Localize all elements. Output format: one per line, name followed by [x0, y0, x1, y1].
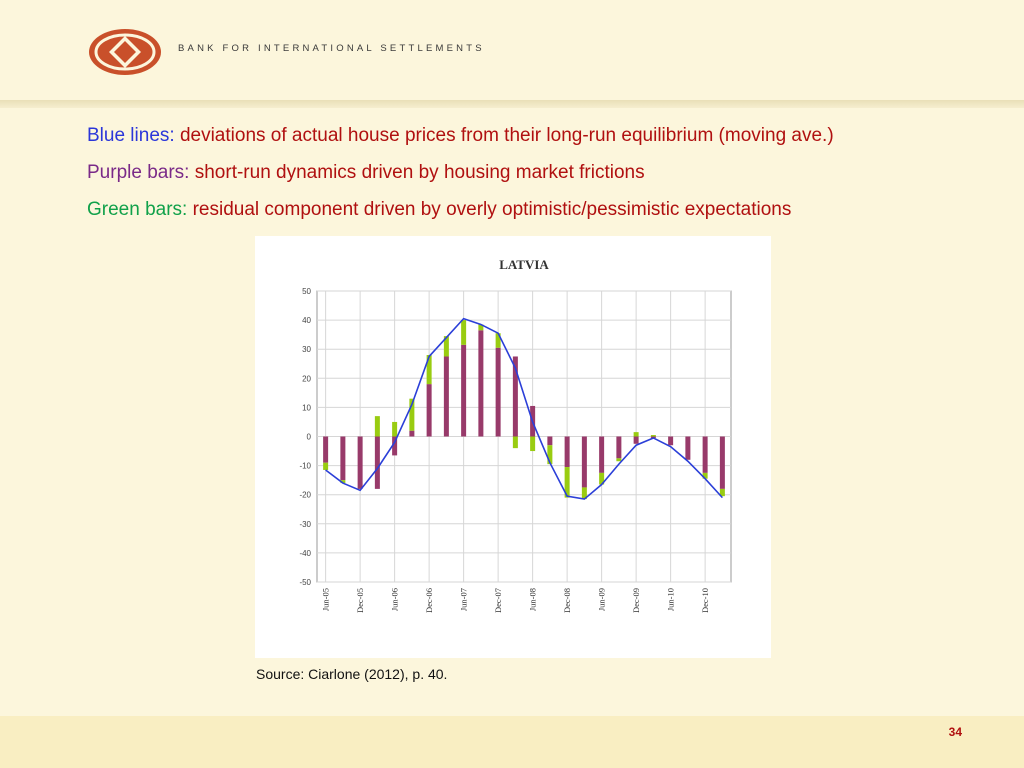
- bar-purple: [374, 436, 380, 489]
- x-tick-label: Dec-10: [700, 588, 710, 613]
- legend-purple-desc: short-run dynamics driven by housing mar…: [194, 162, 645, 183]
- bar-purple: [323, 436, 329, 463]
- bar-green: [650, 435, 656, 437]
- slide-footer: [0, 716, 1024, 768]
- bar-purple: [702, 436, 708, 473]
- y-tick-label: 30: [302, 345, 311, 354]
- bar-green: [702, 472, 708, 479]
- bar-purple: [495, 347, 501, 437]
- source-note: Source: Ciarlone (2012), p. 40.: [256, 666, 448, 682]
- bar-purple: [685, 436, 691, 460]
- x-tick-label: Jun-07: [459, 588, 469, 611]
- x-tick-label: Jun-10: [666, 588, 676, 611]
- x-tick-label: Jun-09: [597, 588, 607, 611]
- legend-purple-label: Purple bars:: [87, 162, 190, 183]
- x-tick-label: Dec-05: [355, 588, 365, 613]
- bis-logo-icon: [89, 29, 161, 75]
- bar-purple: [340, 436, 346, 481]
- legend-purple-bars: Purple bars: short-run dynamics driven b…: [87, 162, 645, 184]
- x-tick-label: Jun-05: [321, 588, 331, 611]
- bar-purple: [668, 436, 674, 446]
- bar-green: [530, 436, 536, 452]
- y-tick-label: -10: [299, 462, 311, 471]
- y-tick-label: -30: [299, 520, 311, 529]
- bar-green: [443, 336, 449, 357]
- bar-purple: [409, 430, 415, 437]
- bar-green: [374, 416, 380, 437]
- bar-green: [581, 487, 587, 500]
- legend-blue-lines: Blue lines: deviations of actual house p…: [87, 125, 834, 147]
- bar-green: [323, 462, 329, 470]
- bar-green: [495, 333, 501, 348]
- y-tick-label: -20: [299, 491, 311, 500]
- bar-purple: [512, 356, 518, 437]
- bar-green: [461, 320, 467, 345]
- bar-green: [340, 480, 346, 484]
- bar-green: [599, 472, 605, 485]
- y-tick-label: 20: [302, 374, 311, 383]
- legend-blue-label: Blue lines:: [87, 125, 175, 146]
- org-name: BANK FOR INTERNATIONAL SETTLEMENTS: [178, 43, 485, 54]
- bar-purple: [564, 436, 570, 468]
- y-tick-label: -40: [299, 549, 311, 558]
- bar-green: [564, 467, 570, 498]
- bar-purple: [633, 436, 639, 444]
- x-tick-label: Dec-09: [631, 588, 641, 613]
- line-deviation: [325, 317, 723, 500]
- slide-header: BANK FOR INTERNATIONAL SETTLEMENTS: [0, 0, 1024, 100]
- bar-purple: [616, 436, 622, 459]
- latvia-chart: LATVIA 50 40 30 20 10 0 -10 -20 -30 -40 -50 Jun-05 D…: [255, 236, 771, 658]
- chart-axes: 50 40 30 20 10 0 -10 -20 -30 -40 -50 Jun-05 Dec-05 Ju…: [299, 287, 710, 613]
- bar-purple: [357, 436, 363, 489]
- bar-green: [512, 436, 518, 449]
- bar-purple: [392, 436, 398, 456]
- bar-purple: [581, 436, 587, 488]
- y-tick-label: 50: [302, 287, 311, 296]
- bar-green: [719, 488, 725, 497]
- chart-svg: LATVIA 50 40 30 20 10 0 -10 -20 -30 -40 -50 Jun-05 D…: [299, 257, 732, 613]
- x-tick-label: Dec-08: [562, 588, 572, 613]
- y-tick-label: -50: [299, 578, 311, 587]
- chart-title: LATVIA: [499, 257, 549, 272]
- x-tick-label: Dec-06: [424, 588, 434, 613]
- legend-green-label: Green bars:: [87, 199, 188, 220]
- chart-line: [325, 317, 723, 500]
- y-tick-label: 0: [307, 433, 312, 442]
- bar-green: [426, 355, 432, 385]
- x-tick-label: Jun-06: [390, 588, 400, 611]
- bar-green: [478, 324, 484, 331]
- x-tick-label: Dec-07: [493, 588, 503, 613]
- chart-bars: [323, 320, 725, 500]
- legend-green-desc: residual component driven by overly opti…: [192, 199, 792, 220]
- bar-purple: [478, 330, 484, 437]
- bar-purple: [426, 384, 432, 437]
- legend-blue-desc: deviations of actual house prices from t…: [179, 125, 834, 146]
- bar-purple: [461, 344, 467, 437]
- header-divider: [0, 100, 1024, 108]
- legend-green-bars: Green bars: residual component driven by…: [87, 199, 791, 221]
- bar-green: [409, 398, 415, 431]
- bar-green: [392, 421, 398, 437]
- bar-green: [616, 458, 622, 462]
- bar-purple: [443, 356, 449, 437]
- bar-green: [547, 445, 553, 465]
- bar-purple: [547, 436, 553, 446]
- bar-green: [633, 432, 639, 437]
- bar-purple: [599, 436, 605, 473]
- y-tick-label: 40: [302, 316, 311, 325]
- x-tick-label: Jun-08: [528, 588, 538, 611]
- chart-grid: [316, 290, 732, 583]
- y-tick-label: 10: [302, 403, 311, 412]
- page-number: 34: [948, 725, 962, 739]
- bar-purple: [719, 436, 725, 489]
